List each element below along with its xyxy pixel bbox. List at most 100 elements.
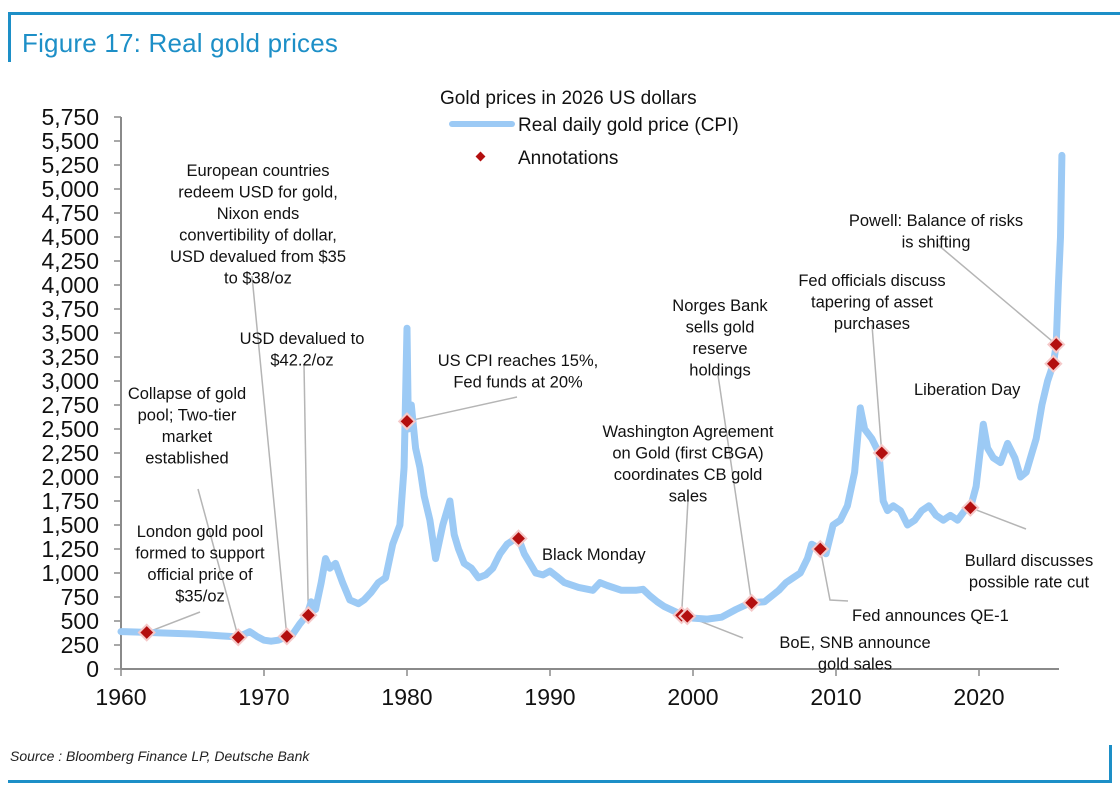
annotation-label-line: $35/oz (175, 588, 225, 606)
annotation-leader-line (680, 499, 689, 616)
annotation-label: Black Monday (542, 546, 646, 564)
annotation-label-line: purchases (834, 315, 910, 333)
annotation-label-line: London gold pool (137, 523, 264, 541)
series-layer (117, 151, 1066, 645)
y-tick-label: 750 (61, 584, 99, 610)
annotation-label-line: established (145, 450, 228, 468)
y-tick-label: 1,750 (41, 488, 99, 514)
annotation-label-line: Washington Agreement (603, 423, 774, 441)
annotation-label: London gold pool formed to support officia… (135, 523, 265, 606)
y-tick-label: 250 (61, 632, 99, 658)
axes: 02505007501,0001,2501,5001,7502,0002,250… (41, 104, 1059, 710)
annotation-leader-line (303, 363, 310, 616)
annotation-label-line: redeem USD for gold, (178, 184, 338, 202)
y-tick-label: 2,500 (41, 416, 99, 442)
x-tick-label: 2000 (667, 684, 718, 710)
figure-title: Figure 17: Real gold prices (22, 28, 339, 58)
annotation-leader-line (406, 396, 518, 423)
annotation-label-line: Fed announces QE-1 (852, 607, 1009, 625)
legend-marker-swatch (475, 151, 486, 162)
annotation-label: Fed announces QE-1 (852, 607, 1009, 625)
y-tick-label: 1,500 (41, 512, 99, 538)
y-tick-label: 5,750 (41, 104, 99, 130)
annotation-label-line: Nixon ends (217, 205, 300, 223)
annotation-label-line: holdings (689, 362, 750, 380)
annotation-label-line: Fed officials discuss (798, 272, 945, 290)
annotation-leader-line (146, 611, 201, 634)
annotation-label: Bullard discusses possible rate cut (965, 552, 1093, 592)
frame-top-border (8, 12, 1120, 15)
annotation-leader-line (871, 324, 883, 454)
annotation-marker (400, 414, 414, 428)
y-tick-label: 5,000 (41, 176, 99, 202)
legend-label-annotations: Annotations (518, 148, 618, 169)
annotation-leader-line (717, 374, 753, 603)
annotation-leader-line (197, 488, 239, 638)
y-tick-label: 2,750 (41, 392, 99, 418)
annotation-label: Fed officials discuss tapering of asset pu… (798, 272, 945, 333)
annotation-leader-line (936, 243, 1057, 346)
y-tick-label: 2,000 (41, 464, 99, 490)
annotation-label-line: gold sales (818, 656, 892, 674)
y-tick-label: 4,750 (41, 200, 99, 226)
y-tick-label: 5,500 (41, 128, 99, 154)
y-tick-label: 4,250 (41, 248, 99, 274)
x-tick-label: 1980 (381, 684, 432, 710)
annotation-label-line: sells gold (686, 319, 755, 337)
annotation-label-line: BoE, SNB announce (779, 634, 930, 652)
annotation-label-line: USD devalued from $35 (170, 248, 346, 266)
frame-left-border (8, 12, 11, 62)
annotation-label-line: is shifting (902, 234, 971, 252)
legend-label-series: Real daily gold price (CPI) (518, 115, 739, 136)
annotation-label-line: official price of (147, 566, 253, 584)
annotation-leader-line (251, 275, 288, 637)
y-tick-label: 1,250 (41, 536, 99, 562)
annotation-label: US CPI reaches 15%, Fed funds at 20% (438, 352, 599, 392)
annotation-label-line: Fed funds at 20% (453, 374, 583, 392)
annotation-label-line: Collapse of gold (128, 385, 246, 403)
y-tick-label: 4,500 (41, 224, 99, 250)
legend: Gold prices in 2026 US dollars Real dail… (440, 88, 739, 169)
annotation-label: USD devalued to $42.2/oz (240, 330, 365, 370)
annotation-label-line: Liberation Day (914, 381, 1021, 399)
annotation-label-line: USD devalued to (240, 330, 365, 348)
y-tick-label: 2,250 (41, 440, 99, 466)
frame-right-border (1109, 745, 1112, 781)
annotation-label: Norges Bank sells gold reserve holdings (672, 297, 768, 380)
annotation-label-line: Bullard discusses (965, 552, 1093, 570)
annotation-label-line: Powell: Balance of risks (849, 212, 1023, 230)
x-tick-label: 1970 (238, 684, 289, 710)
annotation-leader-line (819, 548, 849, 602)
y-tick-label: 5,250 (41, 152, 99, 178)
annotation-label-line: Norges Bank (672, 297, 768, 315)
annotation-label-line: to $38/oz (224, 270, 292, 288)
x-tick-label: 2020 (953, 684, 1004, 710)
annotation-label: Powell: Balance of risks is shifting (849, 212, 1023, 252)
annotation-label-line: European countries (186, 162, 329, 180)
y-tick-label: 3,750 (41, 296, 99, 322)
annotation-label: European countries redeem USD for gold, Ni… (170, 162, 346, 288)
annotation-label-line: reserve (692, 340, 747, 358)
annotation-labels: London gold pool formed to support officia… (128, 162, 1093, 674)
annotation-label-line: $42.2/oz (270, 352, 333, 370)
y-tick-label: 4,000 (41, 272, 99, 298)
y-tick-label: 3,250 (41, 344, 99, 370)
frame-bottom-border (8, 780, 1112, 783)
annotation-label-line: tapering of asset (811, 294, 933, 312)
y-tick-label: 500 (61, 608, 99, 634)
y-tick-label: 0 (86, 656, 99, 682)
annotation-label-line: US CPI reaches 15%, (438, 352, 599, 370)
y-tick-label: 1,000 (41, 560, 99, 586)
annotation-label-line: formed to support (135, 545, 265, 563)
annotation-label: Washington Agreement on Gold (first CBGA)… (603, 423, 774, 506)
annotation-label-line: possible rate cut (969, 574, 1090, 592)
chart-title: Gold prices in 2026 US dollars (440, 88, 697, 109)
annotation-label-line: pool; Two-tier (138, 407, 237, 425)
source-note: Source : Bloomberg Finance LP, Deutsche … (10, 748, 310, 764)
x-tick-label: 1990 (524, 684, 575, 710)
annotation-label-line: convertibility of dollar, (179, 227, 337, 245)
annotation-leaders (146, 243, 1057, 639)
x-tick-label: 1960 (95, 684, 146, 710)
y-tick-label: 3,000 (41, 368, 99, 394)
